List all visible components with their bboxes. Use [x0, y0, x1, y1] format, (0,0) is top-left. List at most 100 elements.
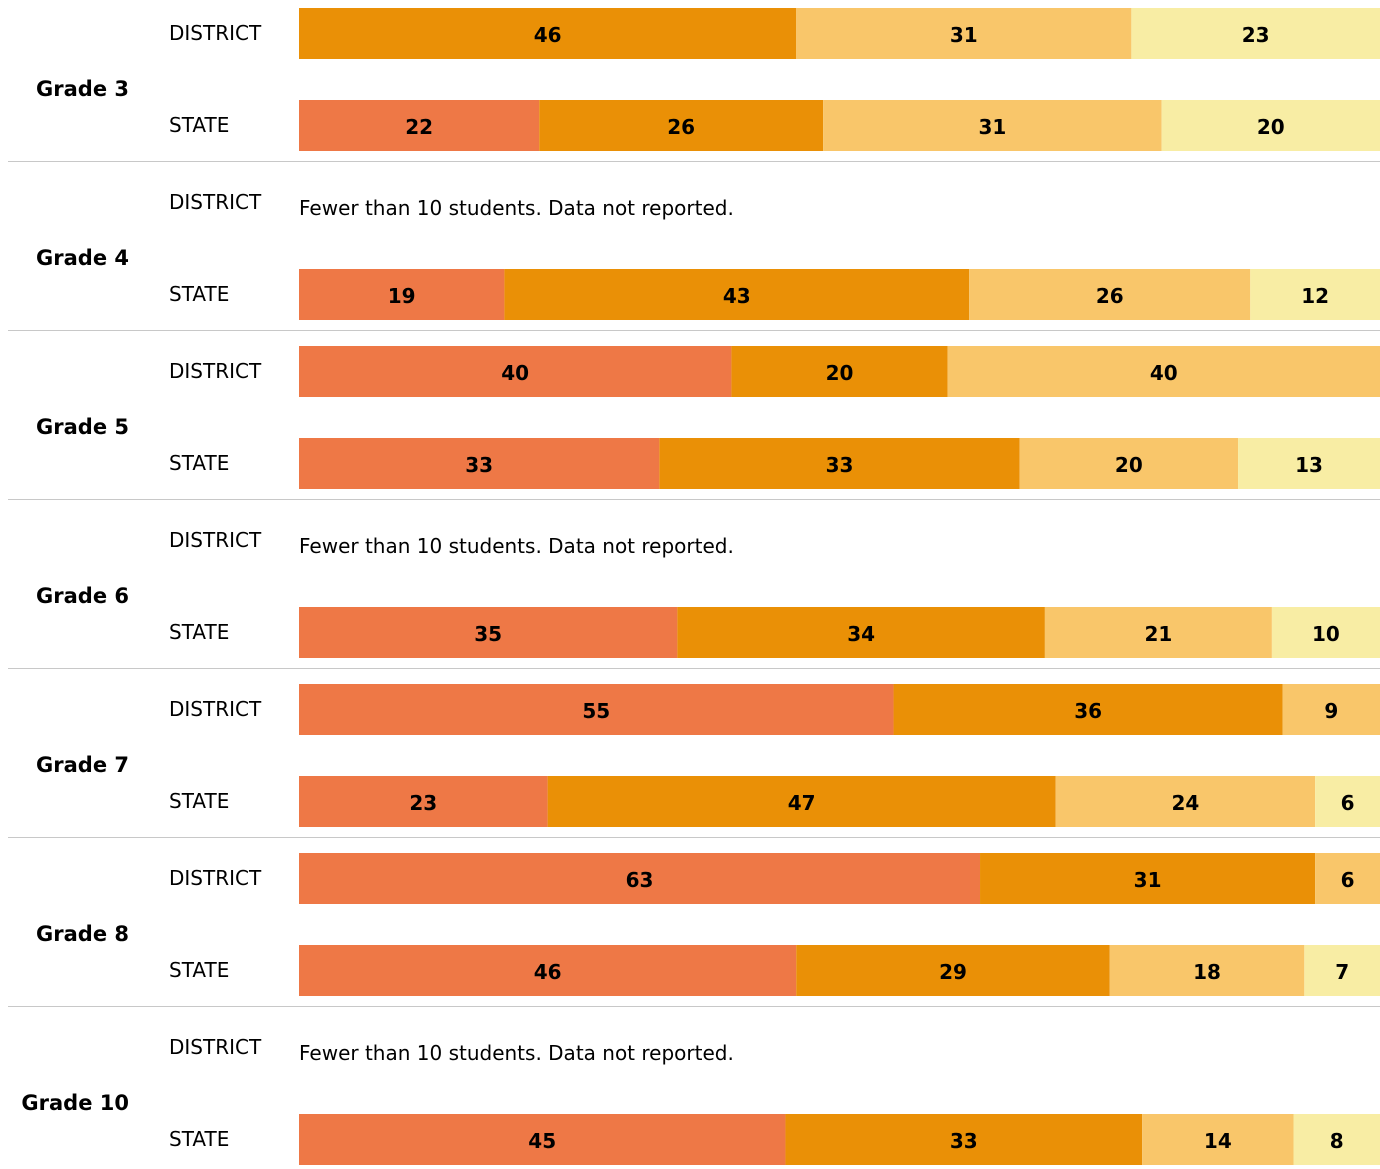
bar-segment — [677, 607, 1045, 658]
bar-segment-value-label: 6 — [1341, 868, 1355, 892]
bar-segment-value-label: 13 — [1295, 453, 1323, 477]
state-row-label: STATE — [169, 958, 229, 982]
grade-label-grade-6: Grade 6 — [36, 584, 129, 608]
state-row-label: STATE — [169, 282, 229, 306]
bar-segment — [1161, 100, 1380, 151]
bar-segment-value-label: 40 — [501, 361, 529, 385]
bar-segment — [1019, 438, 1239, 489]
district-row-label: DISTRICT — [169, 697, 262, 721]
bar-segment — [1044, 607, 1272, 658]
state-row-label: STATE — [169, 620, 229, 644]
bar-segment-value-label: 55 — [582, 699, 610, 723]
state-row-label: STATE — [169, 451, 229, 475]
bar-segment-value-label: 34 — [847, 622, 875, 646]
bar-segment-value-label: 36 — [1074, 699, 1102, 723]
bar-segment-value-label: 22 — [405, 115, 433, 139]
bar-segment-value-label: 18 — [1193, 960, 1221, 984]
bar-segment — [299, 853, 981, 904]
grade-label-grade-5: Grade 5 — [36, 415, 129, 439]
bar-segment-value-label: 46 — [534, 960, 562, 984]
district-row-label: DISTRICT — [169, 359, 262, 383]
bar-segment — [1238, 438, 1380, 489]
bar-segment-value-label: 23 — [409, 791, 437, 815]
grade-label-grade-4: Grade 4 — [36, 246, 129, 270]
bar-segment-value-label: 47 — [788, 791, 816, 815]
bar-segment — [1304, 945, 1380, 996]
bar-segment-value-label: 20 — [826, 361, 854, 385]
bar-segment — [1315, 776, 1380, 827]
bar-segment-value-label: 21 — [1144, 622, 1172, 646]
district-row-label: DISTRICT — [169, 1035, 262, 1059]
bar-segment — [1109, 945, 1305, 996]
bar-segment-value-label: 63 — [626, 868, 654, 892]
bar-segment-value-label: 14 — [1204, 1129, 1232, 1153]
bar-segment — [1271, 607, 1380, 658]
district-row-label: DISTRICT — [169, 190, 262, 214]
bar-segment — [1293, 1114, 1380, 1165]
bar-segment-value-label: 31 — [950, 23, 978, 47]
bar-segment — [796, 8, 1132, 59]
bar-segment — [299, 607, 678, 658]
state-row-label: STATE — [169, 113, 229, 137]
bar-segment-value-label: 10 — [1312, 622, 1340, 646]
grade-label-grade-10: Grade 10 — [21, 1091, 129, 1115]
bar-segment-value-label: 20 — [1257, 115, 1285, 139]
bar-segment-value-label: 33 — [826, 453, 854, 477]
bar-segment-value-label: 29 — [939, 960, 967, 984]
bar-segment-value-label: 8 — [1330, 1129, 1344, 1153]
bar-segment-value-label: 40 — [1150, 361, 1178, 385]
bar-segment — [659, 438, 1020, 489]
bar-segment — [947, 346, 1380, 397]
bar-segment-value-label: 31 — [1134, 868, 1162, 892]
district-row-label: DISTRICT — [169, 528, 262, 552]
bar-segment-value-label: 45 — [528, 1129, 556, 1153]
bar-segment — [1055, 776, 1316, 827]
bar-segment — [969, 269, 1251, 320]
grade-label-grade-8: Grade 8 — [36, 922, 129, 946]
bar-segment — [299, 8, 797, 59]
bar-segment-value-label: 26 — [1096, 284, 1124, 308]
bar-segment-value-label: 20 — [1115, 453, 1143, 477]
bar-segment-value-label: 7 — [1335, 960, 1349, 984]
bar-segment — [980, 853, 1316, 904]
bar-segment-value-label: 35 — [474, 622, 502, 646]
bar-segment — [299, 945, 797, 996]
bar-segment-value-label: 26 — [667, 115, 695, 139]
bar-segment — [547, 776, 1056, 827]
bar-segment — [299, 438, 660, 489]
bar-segment-value-label: 24 — [1171, 791, 1199, 815]
bar-segment — [299, 346, 732, 397]
bar-segment — [299, 269, 505, 320]
grade-label-grade-7: Grade 7 — [36, 753, 129, 777]
bar-segment — [1131, 8, 1380, 59]
bar-segment — [299, 100, 540, 151]
bar-segment — [299, 1114, 786, 1165]
bar-segment — [1250, 269, 1380, 320]
bar-segment — [299, 684, 894, 735]
bar-segment-value-label: 33 — [950, 1129, 978, 1153]
bar-segment — [785, 1114, 1143, 1165]
state-row-label: STATE — [169, 789, 229, 813]
bar-segment-value-label: 19 — [388, 284, 416, 308]
data-not-reported-note: Fewer than 10 students. Data not reporte… — [299, 196, 734, 220]
data-not-reported-note: Fewer than 10 students. Data not reporte… — [299, 534, 734, 558]
bar-segment-value-label: 6 — [1341, 791, 1355, 815]
bar-segment — [504, 269, 970, 320]
bar-segment — [1315, 853, 1380, 904]
bar-segment-value-label: 31 — [978, 115, 1006, 139]
bar-segment — [1142, 1114, 1294, 1165]
district-row-label: DISTRICT — [169, 21, 262, 45]
grade-label-grade-3: Grade 3 — [36, 77, 129, 101]
district-row-label: DISTRICT — [169, 866, 262, 890]
bar-segment — [1282, 684, 1380, 735]
bar-segment-value-label: 23 — [1242, 23, 1270, 47]
bar-segment-value-label: 46 — [534, 23, 562, 47]
bar-segment-value-label: 43 — [723, 284, 751, 308]
bar-segment — [539, 100, 824, 151]
bar-segment-value-label: 33 — [465, 453, 493, 477]
bar-segment — [299, 776, 548, 827]
bar-segment — [823, 100, 1162, 151]
data-not-reported-note: Fewer than 10 students. Data not reporte… — [299, 1041, 734, 1065]
bar-segment — [731, 346, 948, 397]
